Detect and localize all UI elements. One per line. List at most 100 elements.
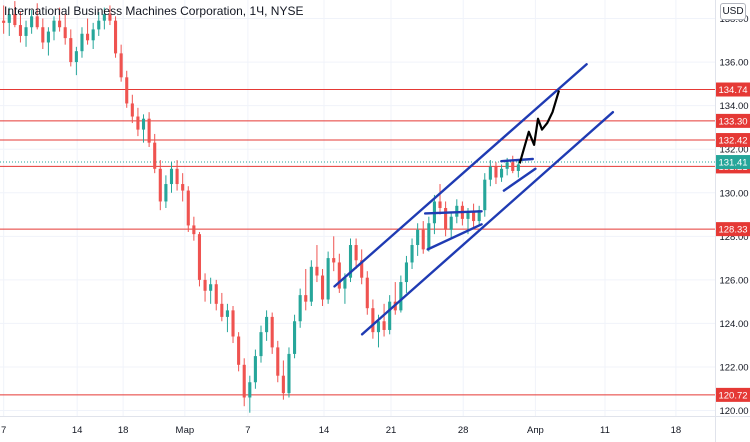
- candle-body: [449, 216, 453, 230]
- price-label-text: 134.74: [718, 85, 747, 96]
- candle-body: [192, 225, 196, 235]
- price-label-bg: [716, 387, 750, 402]
- candle-body: [360, 260, 364, 278]
- time-axis[interactable]: 7 14 18 Мар 7 14 21 28 Апр 11 18: [0, 416, 750, 437]
- trend-channel-drawings: [333, 63, 615, 336]
- candle-body: [91, 29, 95, 41]
- candle-body: [348, 245, 353, 278]
- price-axis[interactable]: 120.00 122.00 124.00 126.00 128.00 130.00 132.…: [715, 0, 749, 442]
- candle-body: [404, 262, 409, 283]
- candle-body: [24, 27, 28, 36]
- candle-body: [203, 279, 207, 291]
- price-label-text: 120.72: [718, 390, 747, 401]
- candle-body: [410, 245, 414, 263]
- candle-body: [326, 258, 330, 300]
- candle-body: [416, 229, 420, 246]
- candle-body: [337, 262, 341, 289]
- candle-body: [153, 142, 157, 169]
- candle-body: [248, 382, 252, 398]
- candle-body: [253, 356, 257, 383]
- y-tick-label: 130.00: [719, 188, 748, 199]
- trendline-flag1-bottom: [426, 223, 483, 251]
- price-label-bg: [716, 82, 750, 97]
- candle-body: [494, 166, 498, 178]
- candle-body: [41, 27, 45, 43]
- candle-body: [287, 353, 291, 394]
- x-tick-label: 18: [671, 425, 682, 436]
- candle-body: [399, 282, 403, 311]
- trendline-flag1-top: [423, 210, 483, 215]
- candle-body: [281, 375, 285, 394]
- candle-body: [147, 118, 151, 143]
- candle-body: [298, 295, 302, 322]
- candle-body: [30, 16, 34, 28]
- candle-body: [7, 14, 11, 23]
- candle-body: [505, 162, 509, 169]
- candle-body: [276, 347, 280, 376]
- candle-body: [371, 308, 375, 333]
- candle-body: [214, 284, 218, 304]
- candle-body: [58, 20, 62, 28]
- candle-body: [108, 14, 112, 21]
- candle-body: [52, 20, 56, 32]
- candle-body: [46, 31, 50, 43]
- candle-body: [293, 321, 297, 354]
- candle-body: [472, 212, 476, 222]
- horizontal-levels: [0, 89, 715, 396]
- y-tick-label: 132.00: [719, 145, 748, 156]
- candle-body: [80, 33, 84, 52]
- candle-body: [483, 179, 487, 211]
- x-tick-label: Мар: [176, 425, 195, 436]
- candle-body: [237, 336, 241, 365]
- candle-body: [102, 14, 106, 21]
- y-tick-label: 126.00: [719, 275, 748, 286]
- candle-body: [119, 53, 123, 78]
- x-tick-label: 14: [72, 425, 83, 436]
- y-tick-label: 120.00: [719, 406, 748, 417]
- chart-title: International Business Machines Corporat…: [4, 4, 304, 18]
- x-tick-label: 18: [118, 425, 129, 436]
- price-label-bg: [716, 222, 750, 237]
- candle-body: [511, 162, 515, 171]
- candle-body: [113, 20, 118, 54]
- candle-body: [2, 20, 6, 23]
- candle-body: [304, 295, 308, 302]
- candle-body: [13, 14, 17, 26]
- candle-body: [164, 184, 168, 202]
- candle-body: [488, 166, 492, 180]
- price-label-text: 132.42: [718, 136, 747, 147]
- candle-body: [365, 277, 369, 309]
- candle-body: [74, 51, 78, 63]
- candle-body: [225, 310, 229, 317]
- candle-body: [332, 258, 336, 263]
- candle-body: [197, 234, 202, 280]
- y-tick-label: 134.00: [719, 101, 748, 112]
- price-label-bg: [716, 133, 750, 148]
- candle-body: [181, 184, 185, 191]
- x-tick-label: 14: [319, 425, 330, 436]
- candle-body: [382, 321, 386, 330]
- chart-grid: [0, 0, 715, 416]
- candle-body: [516, 164, 520, 171]
- candle-body: [242, 364, 246, 398]
- candle-body: [169, 168, 174, 185]
- candle-body: [209, 284, 213, 291]
- candle-body: [186, 190, 190, 226]
- candle-body: [63, 27, 67, 39]
- x-tick-label: 21: [386, 425, 397, 436]
- candle-body: [421, 229, 425, 250]
- candle-body: [231, 310, 235, 337]
- price-label-text: 128.33: [718, 225, 747, 236]
- x-tick-label: Апр: [527, 425, 544, 436]
- x-tick-label: 11: [600, 425, 610, 436]
- candle-body: [69, 38, 73, 63]
- candle-body: [265, 316, 269, 333]
- price-label-bg: [716, 155, 750, 170]
- candle-body: [343, 277, 347, 289]
- currency-badge[interactable]: USD: [720, 3, 746, 20]
- candle-body: [270, 316, 274, 348]
- x-tick-label: 7: [1, 425, 6, 436]
- candle-body: [444, 208, 448, 230]
- candle-body: [354, 245, 358, 261]
